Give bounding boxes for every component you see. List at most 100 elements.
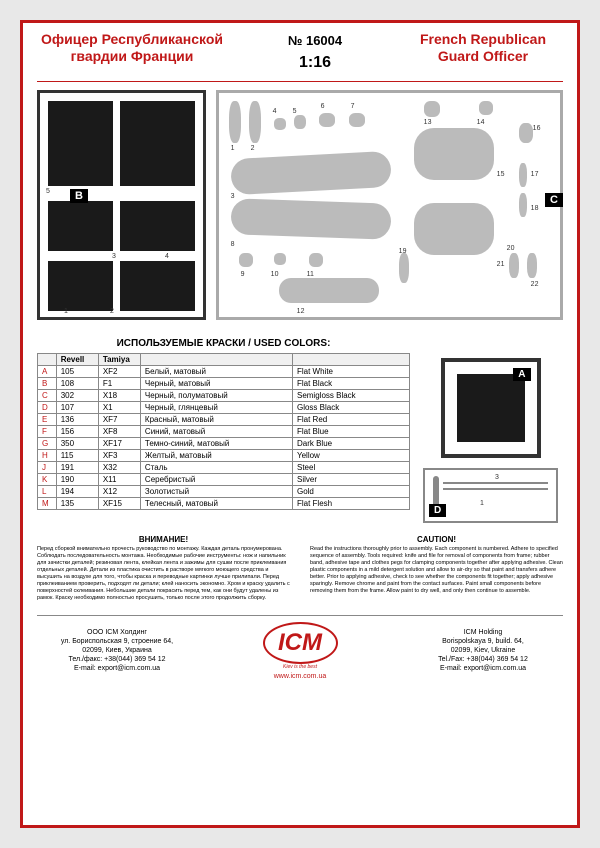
- header: Офицер Республиканской гвардии Франции №…: [37, 31, 563, 75]
- sprue-diagrams: B 5 3 4 1 2: [37, 90, 563, 320]
- sprue-c-part: [274, 118, 286, 130]
- table-row: J191X32СтальSteel: [38, 461, 410, 473]
- cell-letter: K: [38, 473, 57, 485]
- logo-subtext: Kiev is the best: [263, 664, 338, 670]
- caution-en: CAUTION! Read the instructions thoroughl…: [310, 535, 563, 603]
- cell-letter: C: [38, 389, 57, 401]
- sprue-b-part: [48, 201, 113, 251]
- cell-letter: F: [38, 425, 57, 437]
- part-number: 5: [293, 108, 297, 115]
- col-letter: [38, 353, 57, 365]
- cell-letter: M: [38, 497, 57, 509]
- company-ru: ООО ICM Холдинг: [37, 628, 197, 637]
- cell-name-ru: Сталь: [140, 461, 292, 473]
- color-table-wrap: ИСПОЛЬЗУЕМЫЕ КРАСКИ / USED COLORS: Revel…: [37, 338, 410, 523]
- part-number: 11: [307, 271, 314, 278]
- cell-revell: 136: [56, 413, 98, 425]
- table-row: H115XF3Желтый, матовыйYellow: [38, 449, 410, 461]
- cell-name-ru: Темно-синий, матовый: [140, 437, 292, 449]
- cell-revell: 135: [56, 497, 98, 509]
- part-number: 15: [497, 171, 505, 178]
- cell-letter: E: [38, 413, 57, 425]
- addr-en-1: Borispolskaya 9, build. 64,: [403, 637, 563, 646]
- table-row: K190X11СеребристыйSilver: [38, 473, 410, 485]
- part-number: 1: [231, 145, 235, 152]
- cell-name-en: Silver: [292, 473, 409, 485]
- colors-title: ИСПОЛЬЗУЕМЫЕ КРАСКИ / USED COLORS:: [37, 338, 410, 349]
- footer: ООО ICM Холдинг ул. Бориспольская 9, стр…: [37, 615, 563, 680]
- colors-section: ИСПОЛЬЗУЕМЫЕ КРАСКИ / USED COLORS: Revel…: [37, 338, 563, 523]
- scale: 1:16: [288, 51, 342, 75]
- caution-ru-title: ВНИМАНИЕ!: [37, 535, 290, 544]
- sprue-c-part: [527, 253, 537, 278]
- cell-revell: 191: [56, 461, 98, 473]
- cell-name-ru: Черный, матовый: [140, 377, 292, 389]
- part-number: 9: [241, 271, 245, 278]
- sprue-c-part: [414, 203, 494, 255]
- sprue-b-frame: B 5 3 4 1 2: [37, 90, 206, 320]
- cell-name-en: Gold: [292, 485, 409, 497]
- sprue-c-part: [239, 253, 253, 267]
- part-number: 2: [110, 308, 114, 315]
- sprue-c-part: [229, 101, 241, 143]
- tel-ru: Тел./факс: +38(044) 369 54 12: [37, 655, 197, 664]
- sprue-b: B 5 3 4 1 2: [37, 90, 206, 320]
- part-number: 3: [112, 253, 116, 260]
- part-number: 7: [351, 103, 355, 110]
- cell-tamiya: XF15: [98, 497, 140, 509]
- logo-icon: ICM: [263, 622, 338, 664]
- part-number: 5: [46, 188, 50, 195]
- logo-text: ICM: [278, 629, 322, 657]
- sprue-thumbs: A 1 3 D: [418, 338, 563, 523]
- title-english: French Republican Guard Officer: [403, 31, 563, 65]
- cell-name-ru: Серебристый: [140, 473, 292, 485]
- part-number: 17: [531, 171, 539, 178]
- col-revell: Revell: [56, 353, 98, 365]
- sprue-c-part: [279, 278, 379, 303]
- cell-name-ru: Красный, матовый: [140, 413, 292, 425]
- company-en: ICM Holding: [403, 628, 563, 637]
- cell-name-en: Yellow: [292, 449, 409, 461]
- sprue-d-thumb: 1 3 D: [423, 468, 558, 523]
- sprue-a-part: [457, 374, 525, 442]
- caution-ru: ВНИМАНИЕ! Перед сборкой внимательно проч…: [37, 535, 290, 603]
- sprue-c-part: [424, 101, 440, 117]
- sprue-d-part: [443, 488, 548, 490]
- part-number: 2: [251, 145, 255, 152]
- part-number: 14: [477, 119, 485, 126]
- email-en: E-mail: export@icm.com.ua: [403, 664, 563, 673]
- caution-section: ВНИМАНИЕ! Перед сборкой внимательно проч…: [37, 535, 563, 603]
- part-number: 1: [480, 500, 484, 507]
- cell-letter: H: [38, 449, 57, 461]
- sprue-c-label: C: [545, 193, 563, 207]
- cell-name-en: Steel: [292, 461, 409, 473]
- part-number: 22: [531, 281, 539, 288]
- part-number: 8: [231, 241, 235, 248]
- part-number: 19: [399, 248, 407, 255]
- footer-en: ICM Holding Borispolskaya 9, build. 64, …: [403, 628, 563, 673]
- cell-name-ru: Черный, полуматовый: [140, 389, 292, 401]
- sprue-b-part: [120, 261, 195, 311]
- table-row: M135XF15Телесный, матовыйFlat Flesh: [38, 497, 410, 509]
- part-number: 16: [533, 125, 541, 132]
- part-number: 10: [271, 271, 279, 278]
- cell-revell: 105: [56, 365, 98, 377]
- cell-letter: G: [38, 437, 57, 449]
- title-center: № 16004 1:16: [288, 31, 342, 75]
- part-number: 4: [165, 253, 169, 260]
- part-number: 3: [231, 193, 235, 200]
- table-row: E136XF7Красный, матовыйFlat Red: [38, 413, 410, 425]
- table-row: B108F1Черный, матовыйFlat Black: [38, 377, 410, 389]
- sprue-c-part: [519, 123, 533, 143]
- cell-letter: J: [38, 461, 57, 473]
- table-row: G350XF17Темно-синий, матовыйDark Blue: [38, 437, 410, 449]
- sprue-c-part: [309, 253, 323, 267]
- table-header-row: Revell Tamiya: [38, 353, 410, 365]
- cell-tamiya: F1: [98, 377, 140, 389]
- email-ru: E-mail: export@icm.com.ua: [37, 664, 197, 673]
- color-table: Revell Tamiya A105XF2Белый, матовыйFlat …: [37, 353, 410, 510]
- logo-wrap: ICM Kiev is the best www.icm.com.ua: [263, 622, 338, 680]
- table-row: A105XF2Белый, матовыйFlat White: [38, 365, 410, 377]
- cell-name-en: Semigloss Black: [292, 389, 409, 401]
- cell-revell: 108: [56, 377, 98, 389]
